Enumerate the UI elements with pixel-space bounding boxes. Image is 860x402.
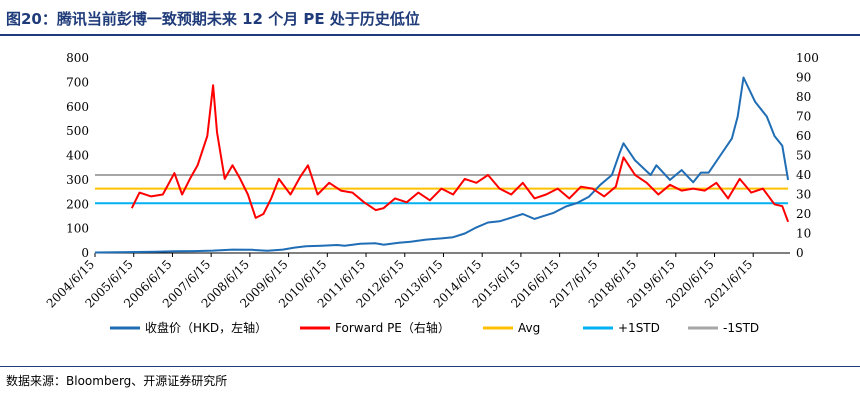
right-axis-tick-label: 10 <box>796 227 811 241</box>
series-line-2 <box>130 84 790 223</box>
legend-label: Avg <box>518 321 540 335</box>
left-axis-tick-label: 700 <box>66 75 89 89</box>
legend-label: +1STD <box>618 321 660 335</box>
left-axis-tick-label: 400 <box>66 149 89 163</box>
left-axis-tick-label: 100 <box>66 222 89 236</box>
series-line-1 <box>94 76 790 254</box>
figure-title: 图20：腾讯当前彭博一致预期未来 12 个月 PE 处于历史低位 <box>6 10 420 28</box>
right-axis-tick-label: 0 <box>796 246 804 260</box>
right-axis-tick-label: 20 <box>796 207 811 221</box>
right-axis-tick-label: 60 <box>796 129 811 143</box>
title-rule <box>0 34 860 36</box>
left-axis-tick-label: 0 <box>81 246 89 260</box>
right-axis-tick-label: 30 <box>796 188 811 202</box>
legend-label: 收盘价（HKD，左轴） <box>145 320 267 335</box>
right-axis-tick-label: 40 <box>796 168 811 182</box>
legend-label: -1STD <box>723 321 759 335</box>
legend-label: Forward PE（右轴） <box>335 320 450 335</box>
left-axis-tick-label: 300 <box>66 173 89 187</box>
source-rule <box>0 366 860 367</box>
right-axis-tick-label: 80 <box>796 90 811 104</box>
left-axis-tick-label: 800 <box>66 51 89 65</box>
right-axis-tick-label: 90 <box>796 71 811 85</box>
chart-canvas: 0 100 200 300 400 500 600 700 800 0 10 20 30 40 50 60 7… <box>44 51 819 335</box>
left-axis-tick-label: 200 <box>66 197 89 211</box>
right-axis-tick-label: 100 <box>796 51 819 65</box>
left-axis-tick-label: 500 <box>66 124 89 138</box>
right-axis-tick-label: 70 <box>796 110 811 124</box>
left-axis-tick-label: 600 <box>66 100 89 114</box>
source-note: 数据来源：Bloomberg、开源证券研究所 <box>6 374 228 388</box>
right-axis-tick-label: 50 <box>796 149 811 163</box>
